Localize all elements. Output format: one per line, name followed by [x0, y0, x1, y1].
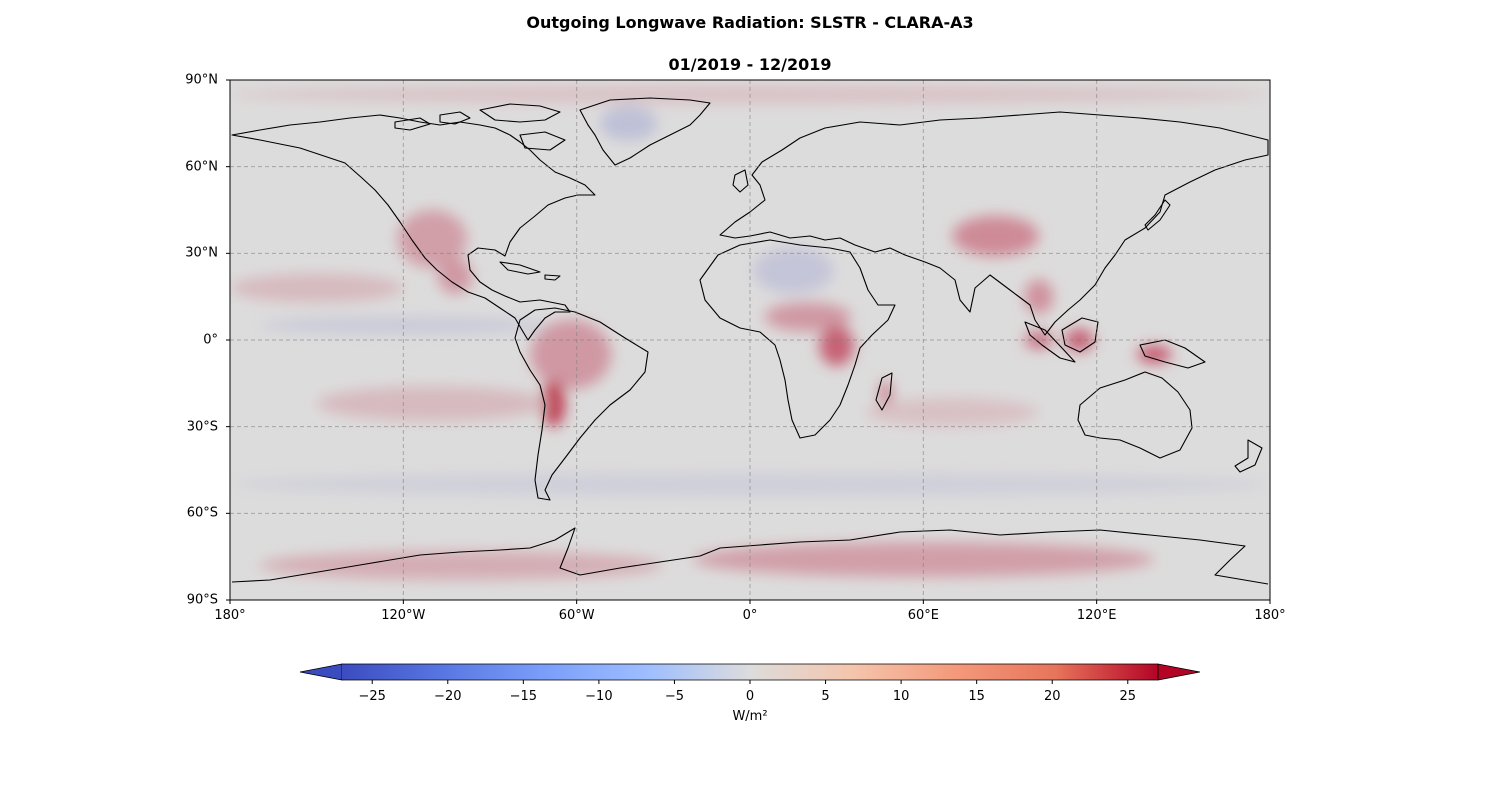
- coastline-caribbean: [499, 261, 561, 281]
- anomaly-madagascar: [880, 380, 892, 410]
- figure-title: Outgoing Longwave Radiation: SLSTR - CLA…: [526, 13, 974, 32]
- x-tick-marks: [229, 600, 1271, 604]
- coastline-greenland: [579, 97, 711, 166]
- colorbar-tick-label: 15: [968, 689, 985, 704]
- colorbar-label: W/m²: [732, 709, 768, 724]
- coastline-antarctica: [231, 527, 1269, 585]
- coastline-australia: [1077, 371, 1193, 459]
- x-tick-label: 120°E: [1076, 608, 1117, 623]
- colorbar-tick-label: −20: [434, 689, 462, 704]
- x-tick-label: 60°W: [558, 608, 595, 623]
- anomaly-mexico: [438, 259, 473, 294]
- colorbar-tick-label: −10: [585, 689, 613, 704]
- anomaly-new-guinea: [1137, 345, 1172, 364]
- y-tick-label: 0°: [203, 332, 218, 348]
- coastline-south-america: [514, 307, 649, 501]
- colorbar-tick-label: −15: [509, 689, 538, 704]
- colorbar-extend-high: [1157, 663, 1201, 681]
- coastline-eurasia: [719, 111, 1269, 336]
- coastline-madagascar: [875, 372, 893, 411]
- y-tick-label: 60°N: [185, 159, 218, 175]
- map-field: [230, 80, 1270, 600]
- anomaly-layer: [230, 85, 1270, 580]
- colorbar-gradient: [342, 664, 1158, 680]
- coastline-new-zealand: [1234, 439, 1263, 473]
- anomaly-pacific-sub-south: [316, 386, 548, 421]
- gridlines: [230, 80, 1270, 600]
- coastline-arctic-islands: [394, 103, 566, 151]
- coastline-north-america: [231, 114, 596, 341]
- y-tick-marks: [226, 79, 230, 601]
- coastlines: [231, 97, 1269, 585]
- anomaly-pacific-sub-north: [230, 273, 404, 303]
- anomaly-southern-ocean: [230, 472, 1270, 497]
- colorbar-tick-label: 5: [821, 689, 830, 704]
- anomaly-amazon: [530, 319, 612, 390]
- colorbar-tick-label: 20: [1043, 689, 1061, 704]
- anomaly-tibet: [952, 215, 1039, 257]
- x-tick-label: 0°: [742, 608, 758, 623]
- coastline-british-isles: [732, 169, 749, 193]
- y-tick-label: 60°S: [186, 505, 218, 521]
- anomaly-indochina: [1024, 279, 1054, 314]
- colorbar: [299, 663, 1201, 684]
- colorbar-tick-label: −5: [664, 689, 685, 704]
- anomaly-indian-sub-south: [865, 397, 1039, 427]
- anomaly-andes: [542, 380, 566, 427]
- colorbar-extend-low: [299, 663, 343, 681]
- x-tick-label: 180°: [1254, 608, 1286, 623]
- anomaly-sahel: [764, 302, 852, 332]
- coastline-africa: [699, 239, 896, 439]
- anomaly-sahara: [752, 247, 834, 294]
- figure-subtitle: 01/2019 - 12/2019: [668, 55, 832, 74]
- y-tick-label: 90°S: [186, 592, 218, 608]
- x-tick-label: 180°: [214, 608, 246, 623]
- anomaly-western-us: [397, 210, 467, 268]
- anomaly-greenland: [599, 106, 658, 141]
- anomaly-antarctica-west: [258, 550, 664, 580]
- colorbar-tick-marks: [371, 680, 1129, 684]
- x-tick-label: 60°E: [907, 608, 939, 623]
- y-tick-label: 30°S: [186, 419, 218, 435]
- colorbar-tick-label: 25: [1119, 689, 1137, 704]
- x-tick-label: 120°W: [381, 608, 426, 623]
- coastline-maritime-continent: [1024, 317, 1206, 369]
- colorbar-tick-label: −25: [358, 689, 386, 704]
- y-tick-label: 90°N: [185, 72, 218, 88]
- colorbar-tick-label: 0: [745, 689, 755, 704]
- coastline-japan: [1144, 199, 1171, 231]
- colorbar-tick-label: 10: [892, 689, 910, 704]
- y-tick-label: 30°N: [185, 245, 218, 261]
- anomaly-east-africa: [819, 325, 855, 366]
